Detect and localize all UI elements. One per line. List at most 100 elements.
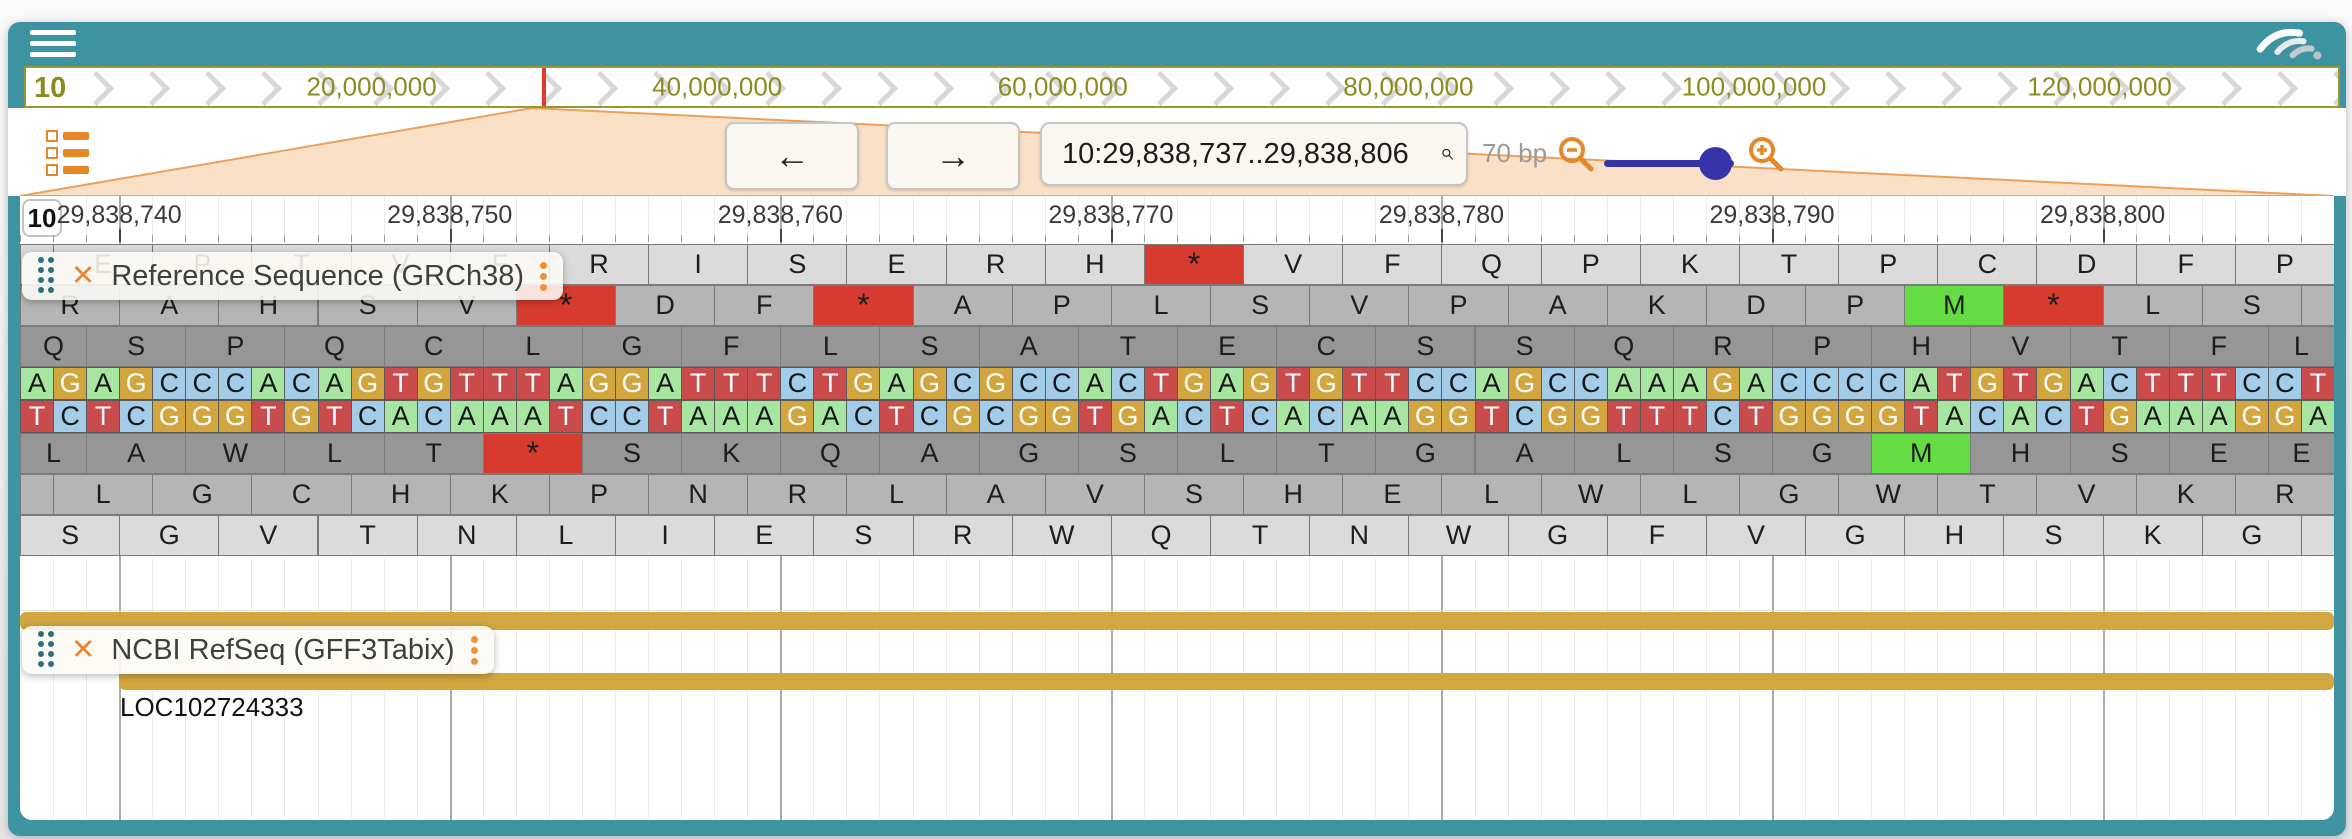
ruler-tick bbox=[2135, 235, 2137, 242]
position-ruler[interactable]: 10 29,838,740 29,838,750 29,838,760 29,838,… bbox=[20, 196, 2334, 242]
dna-base: T bbox=[714, 367, 749, 400]
aa-cell: L bbox=[1441, 474, 1542, 515]
dna-base: A bbox=[2300, 400, 2334, 433]
ruler-tick bbox=[515, 235, 517, 242]
search-icon[interactable] bbox=[1441, 137, 1454, 171]
aa-cell: L bbox=[2102, 285, 2203, 326]
ruler-tick bbox=[2234, 235, 2236, 242]
dna-base: C bbox=[615, 400, 650, 433]
aa-cell: T bbox=[1210, 515, 1311, 556]
gene-feature-bar[interactable] bbox=[119, 673, 2334, 690]
aa-cell: P bbox=[1408, 285, 1509, 326]
back-button[interactable]: ← bbox=[725, 122, 859, 190]
dna-base: T bbox=[1276, 367, 1311, 400]
ruler-tick bbox=[1705, 235, 1707, 242]
dna-base: C bbox=[1309, 400, 1344, 433]
gene-feature-bar[interactable] bbox=[20, 612, 2334, 630]
track-label-reference-sequence[interactable]: ✕ Reference Sequence (GRCh38) bbox=[22, 252, 563, 300]
chevron-right-icon bbox=[1142, 70, 1179, 106]
aa-cell: A bbox=[978, 326, 1079, 367]
aa-cell: R bbox=[945, 244, 1046, 285]
aa-cell: K bbox=[2135, 474, 2236, 515]
chevron-right-icon bbox=[918, 70, 955, 106]
dna-base: C bbox=[1573, 367, 1608, 400]
aa-cell: A bbox=[945, 474, 1046, 515]
dna-base: A bbox=[813, 400, 848, 433]
dna-base: G bbox=[615, 367, 650, 400]
forward-button[interactable]: → bbox=[886, 122, 1020, 190]
aa-cell: S bbox=[581, 433, 683, 474]
aa-cell: L bbox=[846, 474, 947, 515]
aa-cell: S bbox=[2069, 433, 2170, 474]
dna-base: T bbox=[515, 367, 550, 400]
chevron-right-icon bbox=[862, 70, 899, 106]
dna-base: T bbox=[1904, 400, 1939, 433]
dna-base: C bbox=[2102, 367, 2137, 400]
dna-base: T bbox=[1672, 400, 1707, 433]
ruler-tick bbox=[1507, 235, 1509, 242]
aa-cell: E bbox=[846, 244, 947, 285]
open-track-selector-button[interactable] bbox=[46, 130, 92, 176]
menu-hamburger-icon[interactable] bbox=[30, 30, 78, 60]
aa-cell: A bbox=[1507, 285, 1608, 326]
track-menu-icon[interactable] bbox=[539, 260, 547, 293]
aa-cell: Q bbox=[20, 326, 88, 367]
aa-cell: G bbox=[1805, 515, 1906, 556]
dna-base: C bbox=[53, 400, 88, 433]
dna-base: A bbox=[482, 400, 517, 433]
dna-base: G bbox=[1309, 367, 1344, 400]
aa-cell: K bbox=[681, 433, 782, 474]
ruler-tick bbox=[2069, 235, 2071, 242]
aa-cell: S bbox=[86, 326, 187, 367]
dna-base: G bbox=[152, 400, 187, 433]
track-menu-icon[interactable] bbox=[470, 634, 478, 667]
ruler-tick bbox=[1474, 235, 1476, 242]
track-label-ncbi-refseq[interactable]: ✕ NCBI RefSeq (GFF3Tabix) bbox=[22, 626, 494, 674]
zoom-slider-thumb[interactable] bbox=[1699, 147, 1732, 180]
dna-base: G bbox=[1540, 400, 1575, 433]
drag-handle-icon[interactable] bbox=[38, 631, 55, 669]
dna-base: A bbox=[449, 400, 484, 433]
dna-base: A bbox=[747, 400, 782, 433]
aa-cell: P bbox=[185, 326, 286, 367]
view-position-marker[interactable] bbox=[541, 68, 546, 106]
zoom-in-icon[interactable] bbox=[1746, 134, 1786, 174]
close-track-icon[interactable]: ✕ bbox=[71, 259, 96, 292]
dna-base: C bbox=[581, 400, 617, 433]
dna-base: G bbox=[2234, 400, 2269, 433]
chromosome-overview-ruler[interactable]: 10 20,000,000 40,000,000 60,000,000 80,000,… bbox=[24, 66, 2340, 108]
ruler-tick bbox=[615, 235, 617, 242]
ruler-tick bbox=[20, 235, 21, 242]
aa-cell: R bbox=[912, 515, 1013, 556]
ruler-refname-chip: 10 bbox=[22, 199, 62, 237]
location-search-box[interactable] bbox=[1040, 122, 1468, 186]
zoom-out-icon[interactable] bbox=[1556, 134, 1596, 174]
zoom-slider[interactable] bbox=[1604, 147, 1734, 180]
dna-base: G bbox=[119, 367, 154, 400]
chevron-right-icon bbox=[1870, 70, 1907, 106]
aa-cell: T bbox=[1738, 244, 1840, 285]
dna-base: A bbox=[1474, 367, 1509, 400]
drag-handle-icon[interactable] bbox=[38, 257, 55, 295]
aa-cell: R bbox=[2234, 474, 2334, 515]
dna-base: A bbox=[1143, 400, 1178, 433]
app-header bbox=[8, 22, 2346, 66]
dna-base: G bbox=[1772, 400, 1807, 433]
aa-cell: I bbox=[615, 515, 716, 556]
dna-base: T bbox=[1474, 400, 1509, 433]
stop-codon-cell: * bbox=[482, 433, 583, 474]
aa-cell bbox=[2300, 515, 2334, 556]
ruler-tick-label: 29,838,740 bbox=[56, 201, 182, 229]
location-search-input[interactable] bbox=[1060, 136, 1441, 172]
dna-base: T bbox=[548, 400, 583, 433]
dna-base: G bbox=[53, 367, 88, 400]
aa-cell: C bbox=[1276, 326, 1377, 367]
chevron-right-icon bbox=[470, 70, 507, 106]
ruler-tick-label: 29,838,780 bbox=[1378, 201, 1505, 229]
dna-base: C bbox=[1838, 367, 1873, 400]
chevron-right-icon bbox=[2206, 70, 2243, 106]
close-track-icon[interactable]: ✕ bbox=[71, 633, 96, 666]
overview-ruler-inner: 10 20,000,000 40,000,000 60,000,000 80,000,… bbox=[26, 68, 2338, 106]
ruler-tick bbox=[780, 229, 783, 242]
